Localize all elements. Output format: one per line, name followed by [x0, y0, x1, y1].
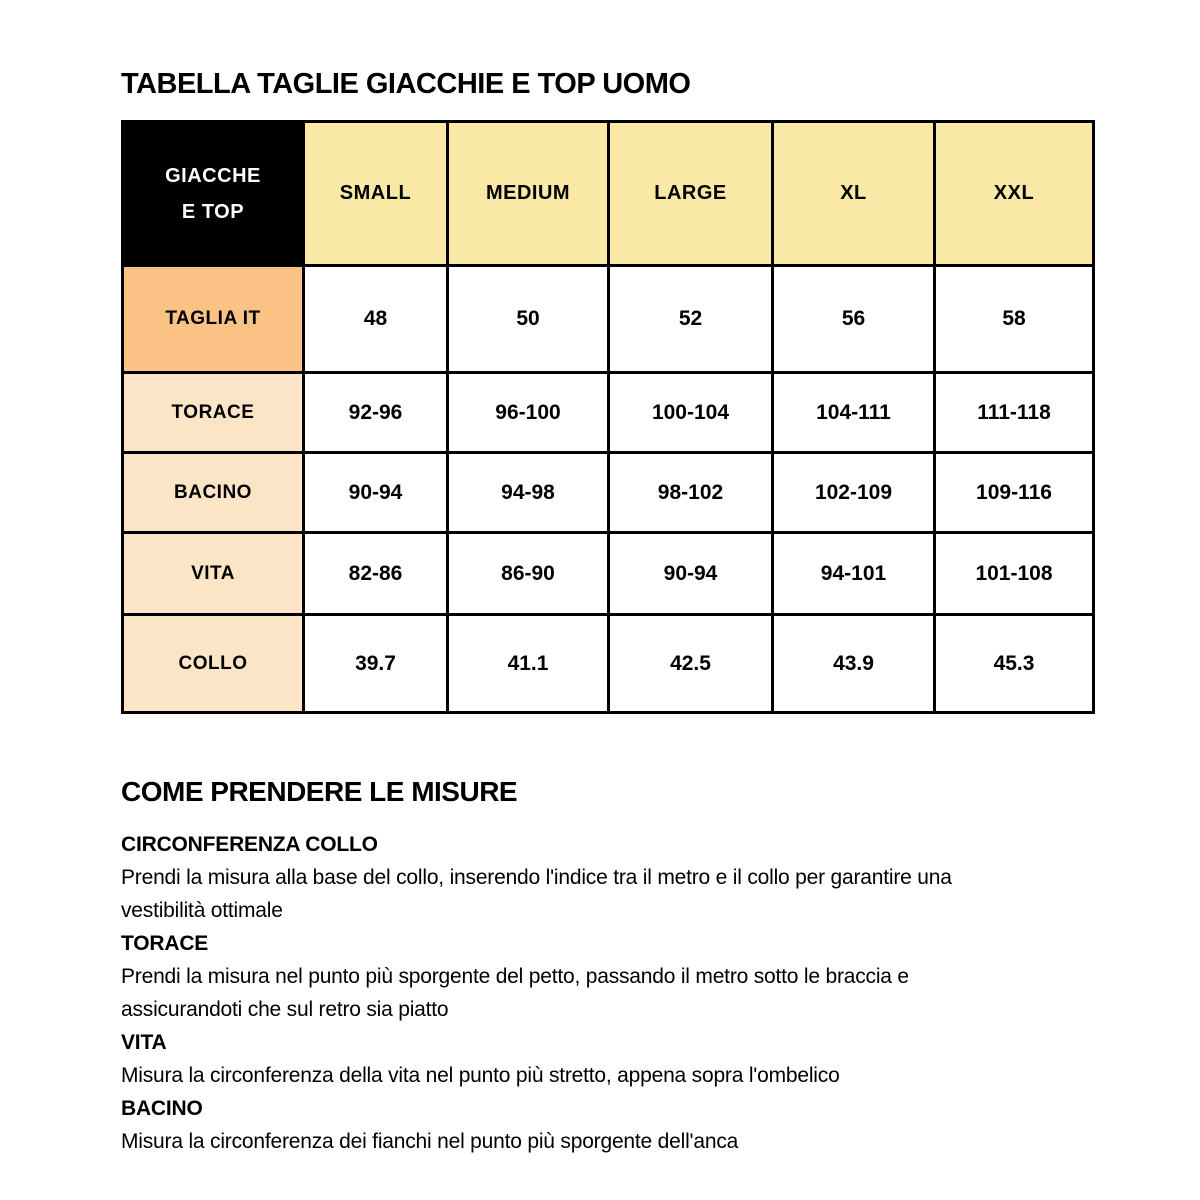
guide-text-vita: Misura la circonferenza della vita nel p…	[121, 1064, 840, 1087]
table-row-taglia-it: TAGLIA IT 48 50 52 56 58	[121, 264, 1095, 374]
guide-heading-vita: VITA	[121, 1031, 167, 1054]
value-cell: 43.9	[771, 613, 936, 714]
guide-text-torace: Prendi la misura nel punto più sporgente…	[121, 965, 909, 1021]
column-header-large: LARGE	[607, 120, 774, 267]
value-cell: 94-98	[446, 451, 610, 534]
table-row-collo: COLLO 39.7 41.1 42.5 43.9 45.3	[121, 613, 1095, 714]
row-label-collo: COLLO	[121, 613, 305, 714]
guide-section-vita: VITA Misura la circonferenza della vita …	[121, 1026, 1116, 1092]
value-cell: 109-116	[933, 451, 1095, 534]
value-cell: 92-96	[302, 371, 449, 454]
guide-heading-bacino: BACINO	[121, 1097, 203, 1120]
table-row-vita: VITA 82-86 86-90 90-94 94-101 101-108	[121, 531, 1095, 616]
value-cell: 86-90	[446, 531, 610, 616]
corner-cell-giacche-e-top: GIACCHE E TOP	[121, 120, 305, 267]
row-label-bacino: BACINO	[121, 451, 305, 534]
value-cell: 111-118	[933, 371, 1095, 454]
guide-title: COME PRENDERE LE MISURE	[121, 776, 518, 807]
measuring-guide: COME PRENDERE LE MISURE CIRCONFERENZA CO…	[121, 776, 1116, 1158]
row-label-taglia-it: TAGLIA IT	[121, 264, 305, 374]
value-cell: 48	[302, 264, 449, 374]
guide-heading-circonferenza-collo: CIRCONFERENZA COLLO	[121, 833, 378, 856]
value-cell: 102-109	[771, 451, 936, 534]
value-cell: 90-94	[302, 451, 449, 534]
value-cell: 101-108	[933, 531, 1095, 616]
value-cell: 98-102	[607, 451, 774, 534]
guide-text-bacino: Misura la circonferenza dei fianchi nel …	[121, 1130, 739, 1153]
value-cell: 90-94	[607, 531, 774, 616]
page-title: TABELLA TAGLIE GIACCHIE E TOP UOMO	[121, 68, 691, 100]
value-cell: 50	[446, 264, 610, 374]
size-chart-table: GIACCHE E TOP SMALL MEDIUM LARGE XL XXL …	[121, 120, 1095, 714]
column-header-xxl: XXL	[933, 120, 1095, 267]
guide-text-circonferenza-collo: Prendi la misura alla base del collo, in…	[121, 866, 952, 922]
value-cell: 58	[933, 264, 1095, 374]
table-row-torace: TORACE 92-96 96-100 100-104 104-111 111-…	[121, 371, 1095, 454]
value-cell: 52	[607, 264, 774, 374]
value-cell: 94-101	[771, 531, 936, 616]
row-label-torace: TORACE	[121, 371, 305, 454]
column-header-medium: MEDIUM	[446, 120, 610, 267]
value-cell: 96-100	[446, 371, 610, 454]
value-cell: 41.1	[446, 613, 610, 714]
table-header-row: GIACCHE E TOP SMALL MEDIUM LARGE XL XXL	[121, 120, 1095, 267]
value-cell: 56	[771, 264, 936, 374]
value-cell: 104-111	[771, 371, 936, 454]
guide-heading-torace: TORACE	[121, 932, 209, 955]
value-cell: 42.5	[607, 613, 774, 714]
table-row-bacino: BACINO 90-94 94-98 98-102 102-109 109-11…	[121, 451, 1095, 534]
row-label-vita: VITA	[121, 531, 305, 616]
guide-section-bacino: BACINO Misura la circonferenza dei fianc…	[121, 1092, 1116, 1158]
guide-section-torace: TORACE Prendi la misura nel punto più sp…	[121, 927, 1116, 1026]
value-cell: 82-86	[302, 531, 449, 616]
guide-section-collo: CIRCONFERENZA COLLO Prendi la misura all…	[121, 828, 1116, 927]
value-cell: 45.3	[933, 613, 1095, 714]
column-header-small: SMALL	[302, 120, 449, 267]
column-header-xl: XL	[771, 120, 936, 267]
value-cell: 39.7	[302, 613, 449, 714]
value-cell: 100-104	[607, 371, 774, 454]
